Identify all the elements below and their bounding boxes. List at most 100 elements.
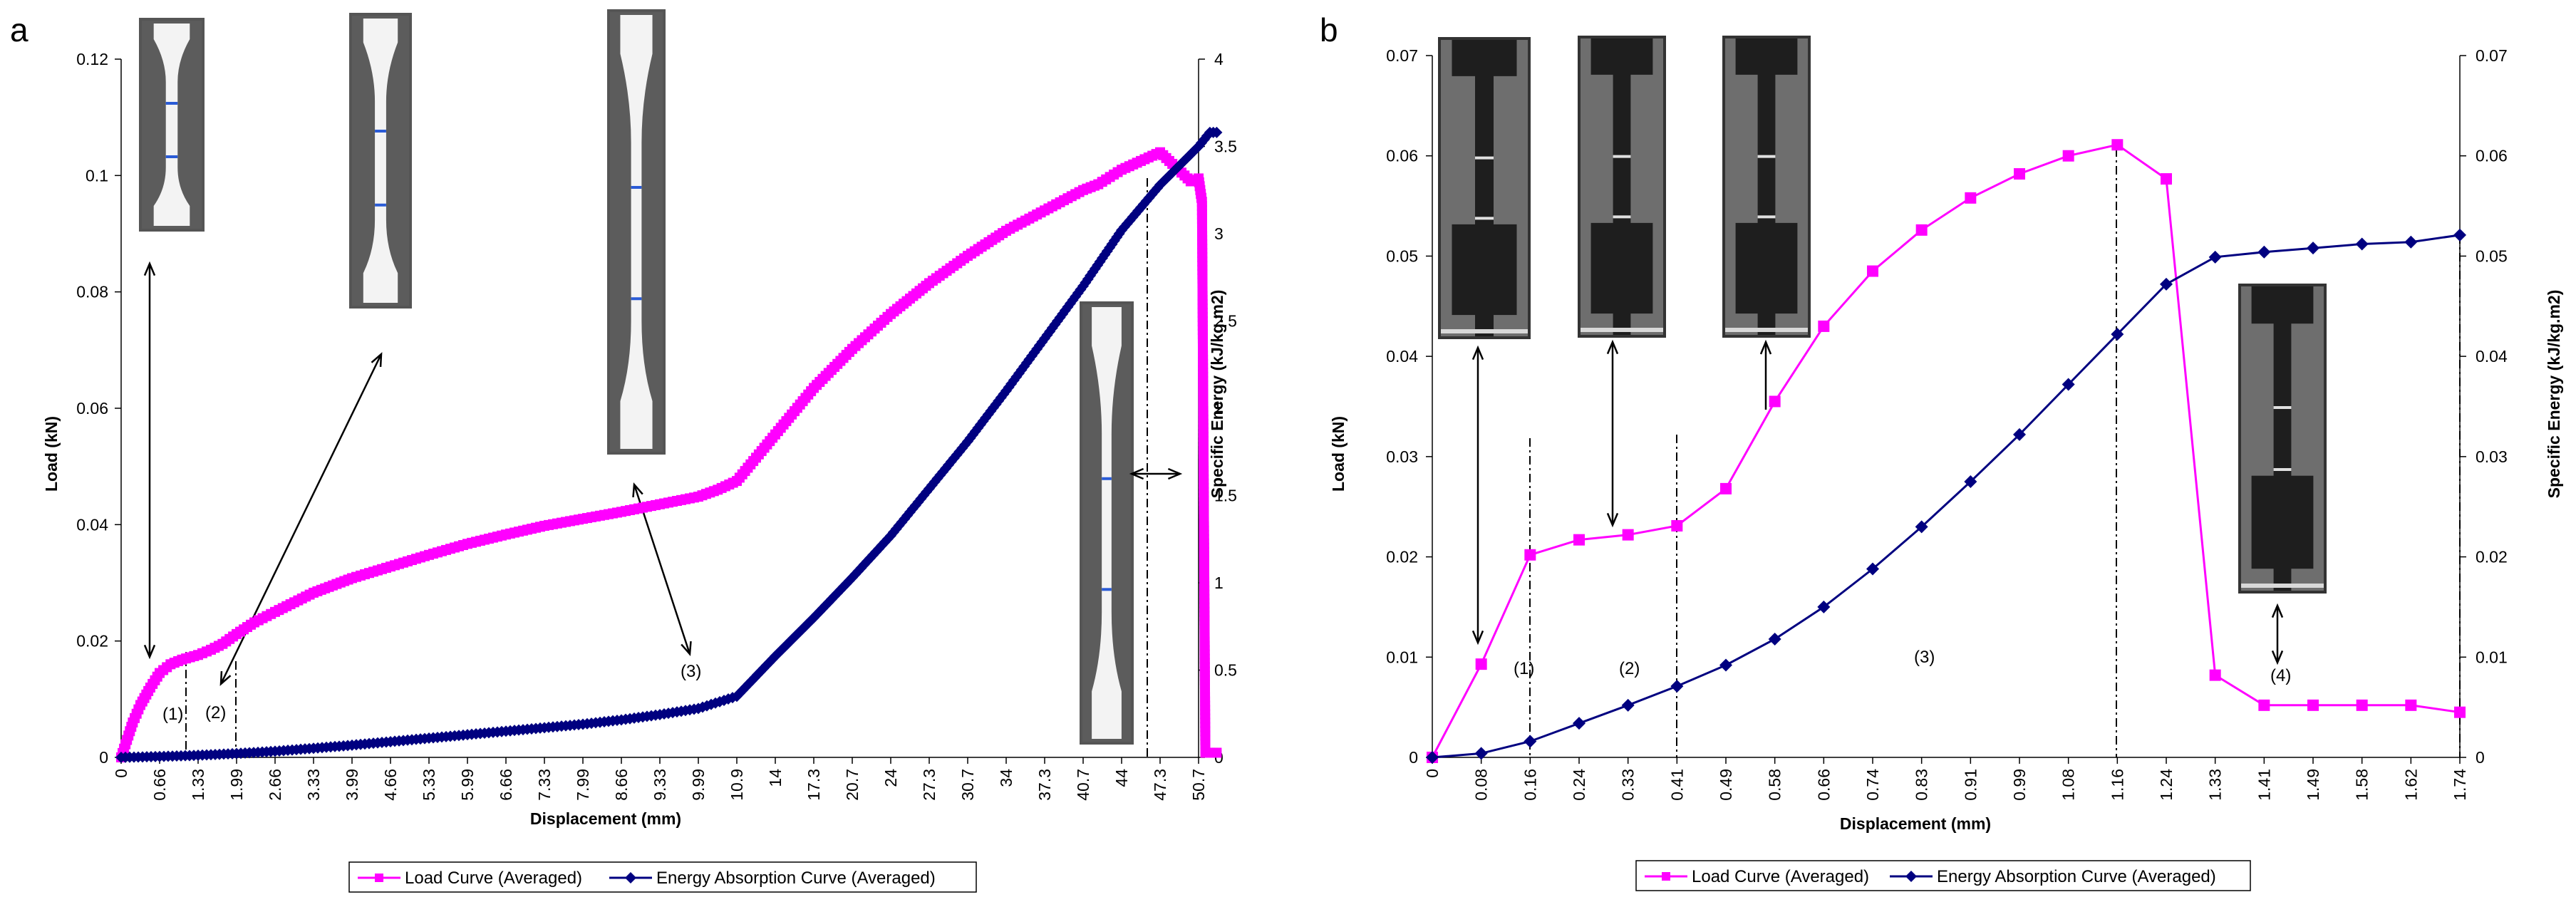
specimen-photo-b1-grip bbox=[1452, 40, 1517, 76]
panel-b-energy-point bbox=[1866, 562, 1879, 576]
panel-a-x-tick-label: 5.33 bbox=[420, 769, 438, 801]
panel-a: a 0 0.02 0.04 0.06 0.08 0.1 0.12 0 0.5 1 1.5 2 2.5 3 3… bbox=[10, 9, 1237, 893]
panel-letter-b: b bbox=[1320, 11, 1338, 48]
panel-b-x-tick-label: 0.99 bbox=[2010, 769, 2029, 801]
panel-b-x-tick-label: 1.24 bbox=[2157, 769, 2176, 801]
panel-b-legend-energy-marker bbox=[1905, 871, 1917, 882]
panel-b-annotations bbox=[1471, 148, 2461, 757]
panel-a-load-point bbox=[1211, 747, 1222, 758]
panel-b-arrow-3-head bbox=[1759, 339, 1772, 355]
panel-b-load-point bbox=[1622, 529, 1634, 541]
panel-b-energy-point bbox=[1817, 600, 1831, 613]
panel-b-x-tick-label: 0.16 bbox=[1521, 769, 1539, 801]
panel-b-energy-point bbox=[2257, 245, 2271, 259]
panel-a-x-axis-title: Displacement (mm) bbox=[530, 809, 681, 828]
panel-a-legend-load-label: Load Curve (Averaged) bbox=[405, 869, 582, 888]
panel-b-x-tick-label: 1.62 bbox=[2401, 769, 2420, 801]
panel-a-x-tick-label: 24 bbox=[881, 769, 900, 787]
specimen-photo-b2 bbox=[1578, 36, 1666, 338]
panel-a-x-tick-label: 6.66 bbox=[497, 769, 515, 801]
panel-b-load-point bbox=[2209, 669, 2221, 681]
panel-a-legend: Load Curve (Averaged) Energy Absorption … bbox=[348, 861, 977, 893]
panel-a-x-tick-label: 1.33 bbox=[189, 769, 207, 801]
panel-b-x-tick-label: 0.74 bbox=[1863, 769, 1882, 801]
specimen-photo-a4 bbox=[1080, 301, 1134, 745]
panel-a-x-tick-label: 17.3 bbox=[805, 769, 823, 801]
panel-a-x-tick-label: 3.99 bbox=[343, 769, 361, 801]
panel-a-x-tick-label: 5.99 bbox=[458, 769, 477, 801]
panel-a-x-tick-label: 9.33 bbox=[651, 769, 669, 801]
panel-b-energy-point bbox=[1768, 632, 1781, 646]
panel-b-y-axis-title: Load (kN) bbox=[1329, 416, 1348, 492]
panel-b-y2-tick-label: 0 bbox=[2476, 748, 2485, 767]
specimen-photo-b2-grip bbox=[1590, 38, 1653, 75]
panel-a-series bbox=[115, 126, 1223, 763]
panel-b-x-tick-label: 0.66 bbox=[1814, 769, 1833, 801]
panel-b-load-point bbox=[1915, 224, 1928, 236]
panel-b-load-point bbox=[2405, 699, 2417, 711]
panel-b-energy-point bbox=[1426, 751, 1439, 764]
panel-b-load-point bbox=[1720, 482, 1732, 494]
panel-b-axes: 0 0.01 0.02 0.03 0.04 0.05 0.06 0.07 0 0.01 0.02 0.… bbox=[1386, 46, 2508, 801]
panel-a-arrow-4-head bbox=[1129, 467, 1144, 480]
panel-b-arrow-1-head bbox=[1471, 630, 1484, 646]
panel-b-region-4: (4) bbox=[2270, 666, 2291, 685]
panel-b-y-tick-label: 0.04 bbox=[1386, 347, 1418, 366]
panel-a-x-tick-label: 37.3 bbox=[1035, 769, 1054, 801]
panel-a-x-tick-label: 30.7 bbox=[958, 769, 977, 801]
panel-b-region-3: (3) bbox=[1914, 648, 1935, 667]
panel-b-x-tick-label: 1.74 bbox=[2451, 769, 2469, 801]
panel-a-y-tick-label: 0.12 bbox=[76, 50, 108, 68]
panel-a-y2-tick-label: 1.5 bbox=[1214, 487, 1237, 505]
panel-b-y-tick-label: 0.03 bbox=[1386, 447, 1418, 466]
panel-a-legend-energy-label: Energy Absorption Curve (Averaged) bbox=[656, 869, 936, 888]
panel-a-x-tick-label: 40.7 bbox=[1074, 769, 1092, 801]
specimen-photo-a3 bbox=[607, 9, 666, 455]
panel-a-x-tick-label: 2.66 bbox=[266, 769, 284, 801]
panel-b-arrow-2-head bbox=[1606, 512, 1619, 528]
panel-b-load-point bbox=[2014, 168, 2025, 180]
panel-b-x-tick-label: 1.33 bbox=[2206, 769, 2225, 801]
panel-b-y2-tick-label: 0.05 bbox=[2476, 247, 2508, 265]
panel-b-load-point bbox=[1573, 534, 1585, 546]
panel-b-legend-load-marker bbox=[1662, 872, 1670, 881]
panel-b-region-1: (1) bbox=[1514, 659, 1534, 678]
panel-b-energy-point bbox=[2208, 250, 2222, 264]
panel-b-energy-point bbox=[2307, 242, 2319, 255]
panel-a-x-tick-label: 50.7 bbox=[1189, 769, 1208, 801]
panel-a-energy-point bbox=[1211, 126, 1223, 138]
panel-b-y2-tick-label: 0.02 bbox=[2476, 548, 2508, 566]
panel-a-arrow-1-head bbox=[143, 261, 156, 276]
panel-b-y-tick-label: 0.06 bbox=[1386, 147, 1418, 165]
panel-b-energy-point bbox=[1719, 658, 1732, 672]
panel-a-energy-point bbox=[1015, 364, 1028, 376]
panel-a-y-tick-label: 0.06 bbox=[76, 399, 108, 418]
panel-b-load-curve bbox=[1431, 143, 2461, 758]
panel-b-legend-energy-label: Energy Absorption Curve (Averaged) bbox=[1937, 867, 2216, 886]
panel-b-x-tick-label: 0.33 bbox=[1619, 769, 1638, 801]
panel-a-x-tick-label: 20.7 bbox=[843, 769, 862, 801]
specimen-photo-a3-specimen bbox=[620, 15, 653, 449]
panel-b-load-point bbox=[2062, 150, 2074, 162]
panel-b-series bbox=[1426, 139, 2466, 764]
panel-a-region-3: (3) bbox=[681, 662, 701, 681]
panel-b-load-point bbox=[1965, 192, 1977, 204]
panel-b-arrow-1-head bbox=[1471, 345, 1484, 361]
panel-a-y-tick-label: 0.04 bbox=[76, 515, 108, 534]
panel-a-arrow-2-head bbox=[219, 670, 232, 686]
panel-a-x-tick-label: 7.99 bbox=[574, 769, 592, 801]
panel-b-load-point bbox=[2111, 139, 2124, 151]
panel-b-x-tick-label: 0.83 bbox=[1913, 769, 1931, 801]
panel-a-x-tick-label: 4.66 bbox=[381, 769, 400, 801]
panel-a-x-tick-label: 1.99 bbox=[227, 769, 246, 801]
specimen-photo-a4-specimen bbox=[1092, 307, 1122, 739]
panel-a-region-1: (1) bbox=[162, 705, 183, 724]
specimen-photo-b4-edge bbox=[2241, 584, 2324, 588]
panel-a-specimen-photos bbox=[139, 9, 1134, 745]
panel-a-arrow-4-head bbox=[1167, 467, 1183, 480]
specimen-photo-b1-edge bbox=[1441, 329, 1528, 333]
panel-b-x-tick-label: 0.58 bbox=[1766, 769, 1784, 801]
panel-a-y2-tick-label: 2.5 bbox=[1214, 312, 1237, 331]
